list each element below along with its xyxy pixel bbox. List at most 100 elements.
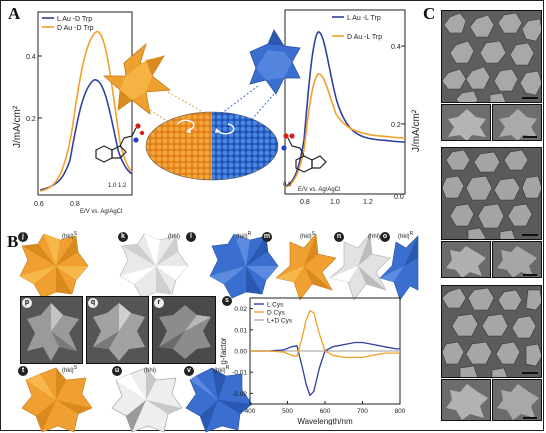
tile-hkl-label: (hkl)R [398,231,413,240]
tile-o [379,235,419,301]
right-voltammogram: 0.0 0.2 0.4 0.6 0.8 1.0 1.2 E/V vs. Ag/A… [283,9,420,206]
blue-particle-illustration [249,29,301,95]
tile-letter-badge: o [380,232,390,242]
right-ytick-2: 0.4 [391,44,401,51]
tile-v [185,367,253,433]
legend-label: D Cys [267,310,285,317]
sem-overview-top [441,10,542,103]
left-xlabel: E/V vs. Ag/AgCl [80,209,122,215]
left-xtick-1: 0.8 [70,201,80,208]
left-xtick-3: 1.2 [118,183,127,189]
g-factor-chart: 0.02 0.01 0.00 -0.01 -0.02 400 500 600 700 800 Wav… [219,297,406,425]
tile-letter-badge: k [118,232,128,242]
sem-zoom-bottom-right-icon [493,380,541,420]
y-axis-label: g-factor [219,337,228,364]
tile-n [329,233,391,301]
sem-zoom-top-right-icon [493,105,541,140]
right-legend-0: L Au -L Trp [347,15,381,22]
series-line-d-cys [250,310,400,359]
right-curve-l-au [285,31,406,187]
right-legend-1: D Au -L Trp [347,34,382,41]
tile-hkl-text: (hkl) [236,234,248,240]
y-tick-label: 0.01 [234,327,247,334]
tile-hkl-sup: R [247,231,252,237]
right-xtick-1: 0.8 [300,199,310,206]
left-xtick-2: 1.0 [108,183,117,189]
tile-hkl-label: (hkl)S [62,231,77,240]
tile-l [209,233,279,299]
right-curve-d-au [285,73,406,188]
series-line-l-cys [250,341,400,397]
tile-j [19,233,89,299]
x-tick-label: 600 [320,408,331,415]
tile-hkl-label: (hkl)R [214,365,229,374]
sem-letter-badge: p [22,298,32,308]
y-tick-label: 0.00 [234,349,247,356]
tile-hkl-sup: S [311,231,316,237]
left-legend-0: L Au -D Trp [57,16,92,23]
panel-letter-a: A [8,4,21,23]
sem-image-p [20,296,83,364]
sem-particles-middle-icon [442,148,541,239]
tile-hkl-text: (hhl) [144,368,157,374]
legend-label: L+D Cys [267,318,293,325]
left-voltammogram: 0.2 0.4 0.6 0.8 1.0 1.2 E/V vs. Ag/AgCl … [12,11,133,215]
gold-particle-illustration [102,42,172,115]
tile-letter-badge: t [18,366,28,376]
sem-zoom-top-right [492,104,542,141]
left-ytick-1: 0.4 [26,54,36,61]
tile-hkl-text: (hhl) [168,234,181,240]
sem-particle-r-icon [153,297,215,363]
chart-letter-badge: s [222,296,232,306]
sem-zoom-bottom-right [492,379,542,421]
tile-letter-badge: u [112,366,122,376]
rotation-arrow-left-icon [177,119,195,131]
tile-hkl-text: (hkl) [300,234,312,240]
sem-image-r [152,296,216,364]
right-xlabel: E/V vs. Ag/AgCl [298,187,340,193]
tile-letter-badge: j [18,232,28,242]
surface-ellipse [146,112,278,180]
sem-letter-badge: r [154,298,164,308]
tile-hkl-label: (hkl)R [236,231,251,240]
sem-zoom-middle-right-icon [493,242,541,277]
tile-hkl-text: (hhl) [368,234,381,240]
right-ytick-1: 0.2 [391,122,401,129]
sem-zoom-middle-right [492,241,542,278]
panel-a: 0.2 0.4 0.6 0.8 1.0 1.2 E/V vs. Ag/AgCl … [12,9,420,215]
rotation-arrow-right-icon [217,123,235,135]
tile-letter-badge: m [262,232,272,242]
sem-particle-q-icon [87,297,148,363]
tile-hkl-label: (hhl) [168,231,180,240]
tile-hkl-text: (hkl) [62,368,74,374]
sem-zoom-top-left-icon [442,105,490,140]
sem-overview-bottom [441,285,542,378]
sem-zoom-top-left [441,104,491,141]
tile-letter-badge: v [184,366,194,376]
tile-t [21,367,93,433]
sem-image-q [86,296,149,364]
tile-k [119,233,189,299]
sem-particles-bottom-icon [442,286,541,377]
y-tick-label: -0.01 [232,370,247,377]
tile-hkl-sup: S [73,231,78,237]
sem-zoom-middle-left-icon [442,242,490,277]
x-tick-label: 800 [395,408,406,415]
molecule-left-icon [95,123,145,163]
tile-hkl-text: (hkl) [214,368,226,374]
tile-letter-badge: n [334,232,344,242]
tile-hkl-label: (hkl)S [62,365,77,374]
sem-zoom-middle-left [441,241,491,278]
tile-hkl-label: (hhl) [368,231,380,240]
sem-particle-p-icon [21,297,82,363]
x-tick-label: 700 [357,408,368,415]
tile-u [111,367,183,433]
right-xtick-3: 1.2 [363,199,373,206]
tile-hkl-sup: S [73,365,78,371]
right-xtick-2: 1.0 [330,199,340,206]
y-tick-label: -0.02 [232,391,247,398]
x-tick-label: 500 [282,408,293,415]
tile-hkl-sup: R [225,365,230,371]
left-xtick-0: 0.6 [34,201,44,208]
